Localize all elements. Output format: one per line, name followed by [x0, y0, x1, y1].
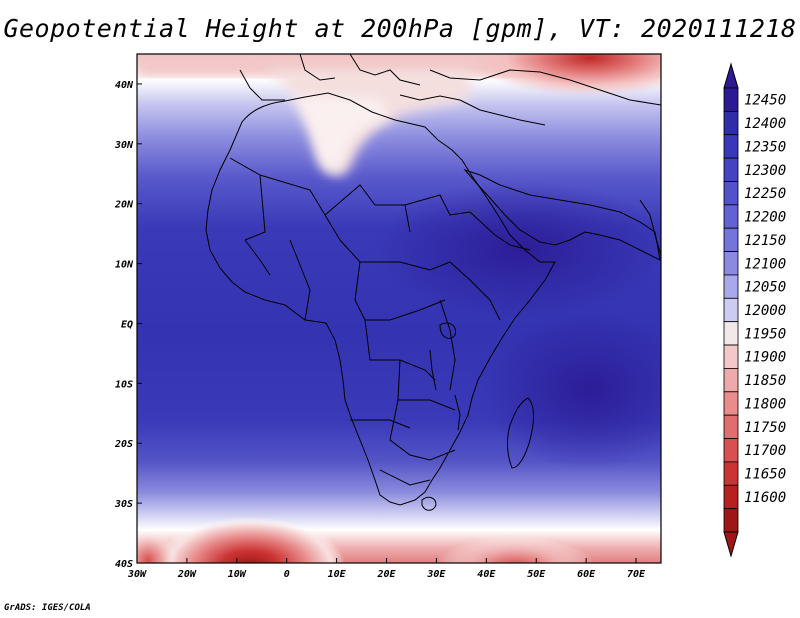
- colorbar-bin: [723, 227, 739, 252]
- colorbar-bin: [723, 484, 739, 510]
- colorbar-bin: [723, 87, 739, 112]
- colorbar: 12450 12400 12350 12300 12250 12200 12150 12100…: [723, 62, 786, 558]
- colorbar-level-label: 11850: [744, 373, 786, 389]
- lon-tick-label: 40E: [477, 569, 496, 580]
- colorbar-bin: [723, 110, 739, 136]
- lon-tick-label: 60E: [577, 569, 596, 580]
- colorbar-level-label: 11600: [744, 490, 786, 506]
- colorbar-bin: [723, 134, 739, 159]
- lon-tick-label: 30W: [127, 569, 147, 580]
- colorbar-level-label: 11800: [744, 396, 786, 412]
- colorbar-bin: [723, 321, 739, 346]
- chart-title: Geopotential Height at 200hPa [gpm], VT:…: [3, 14, 797, 43]
- lat-tick-label: 30N: [114, 140, 134, 151]
- lon-tick-label: 70E: [627, 569, 646, 580]
- colorbar-level-label: 12400: [744, 116, 786, 132]
- lon-tick-label: 0: [284, 569, 290, 580]
- colorbar-level-label: 12050: [744, 280, 786, 296]
- colorbar-level-label: 12450: [744, 93, 786, 109]
- lat-tick-label: 30S: [114, 499, 133, 510]
- latitude-axis: 40N 30N 20N 10N EQ 10S 20S 30S 40S: [114, 80, 142, 570]
- plot-frame: [136, 53, 662, 564]
- colorbar-bin: [723, 157, 739, 182]
- lat-tick-label: 10S: [115, 379, 133, 390]
- lon-tick-label: 10E: [328, 569, 347, 580]
- eastern-high-region: [370, 180, 661, 320]
- lat-tick-label: 20S: [114, 439, 133, 450]
- colorbar-level-label: 12150: [744, 233, 786, 249]
- lon-tick-label: 20W: [177, 569, 197, 580]
- lat-tick-label: 40S: [115, 559, 133, 570]
- lat-tick-label: 20N: [114, 200, 134, 211]
- southern-low-region: [155, 517, 345, 563]
- longitude-axis: 30W 20W 10W 0 10E 20E 30E 40E 50E 60E 70E: [127, 558, 646, 580]
- lon-tick-label: 20E: [376, 569, 396, 580]
- colorbar-bin: [723, 297, 739, 323]
- northern-low-region: [470, 54, 661, 96]
- colorbar-bin: [723, 368, 739, 393]
- grads-credit: GrADS: IGES/COLA: [4, 603, 91, 613]
- colorbar-max-arrow: [723, 62, 739, 89]
- lat-tick-label: 10N: [115, 260, 134, 271]
- colorbar-level-label: 12000: [744, 303, 786, 319]
- colorbar-bin: [723, 204, 739, 229]
- colorbar-level-label: 11650: [744, 467, 786, 483]
- lat-tick-label: 40N: [115, 80, 134, 91]
- colorbar-level-label: 12350: [744, 139, 786, 155]
- colorbar-level-label: 12200: [744, 210, 786, 226]
- height-field: [137, 54, 661, 563]
- madagascar: [507, 397, 534, 469]
- colorbar-level-label: 11950: [744, 326, 786, 342]
- colorbar-bin: [723, 414, 739, 439]
- colorbar-min-arrow: [723, 531, 739, 558]
- lon-tick-label: 10W: [228, 569, 247, 580]
- colorbar-bin: [723, 508, 739, 533]
- colorbar-bin: [723, 344, 739, 369]
- colorbar-bin: [723, 391, 739, 416]
- colorbar-bin: [723, 251, 739, 276]
- colorbar-level-label: 11900: [744, 350, 786, 366]
- colorbar-level-label: 11750: [744, 420, 786, 436]
- colorbar-level-label: 11700: [744, 443, 786, 459]
- lon-tick-label: 50E: [527, 569, 546, 580]
- africa-outline: [205, 92, 556, 506]
- colorbar-bin: [723, 461, 739, 486]
- lat-tick-label: EQ: [121, 319, 133, 330]
- colorbar-bin: [723, 274, 739, 299]
- colorbar-bin: [723, 181, 739, 206]
- colorbar-level-label: 12300: [744, 163, 786, 179]
- coastlines: [205, 54, 661, 511]
- colorbar-level-label: 12100: [744, 256, 786, 272]
- colorbar-level-label: 12250: [744, 186, 786, 202]
- colorbar-bin: [723, 438, 739, 463]
- lon-tick-label: 30E: [426, 569, 446, 580]
